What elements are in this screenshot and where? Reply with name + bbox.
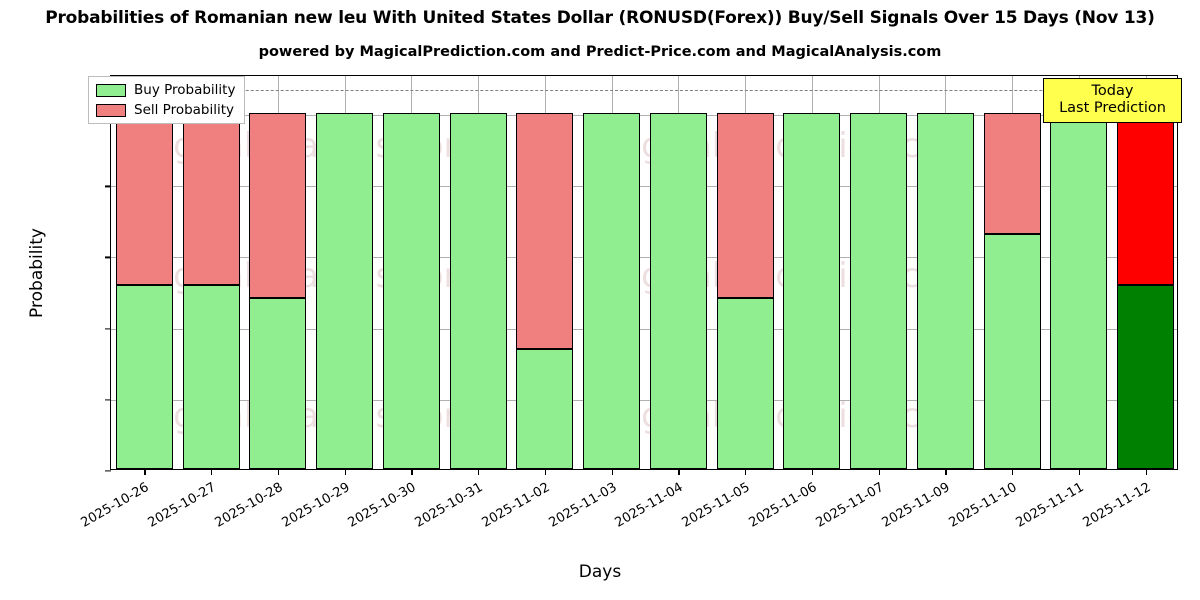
y-axis-label: Probability [27, 227, 47, 318]
bar-segment-buy [783, 113, 841, 469]
x-tick-mark [611, 469, 613, 475]
bar-segment-buy [983, 234, 1041, 469]
today-annotation: Today Last Prediction [1043, 78, 1182, 123]
legend-swatch-sell [96, 103, 126, 117]
bar-2025-11-04[interactable] [649, 74, 707, 469]
x-tick-mark [1012, 469, 1014, 475]
reference-dashed-line [111, 90, 1177, 92]
chart-subtitle: powered by MagicalPrediction.com and Pre… [258, 44, 942, 60]
bar-segment-sell [716, 113, 774, 299]
bar-segment-buy [583, 113, 641, 469]
x-tick-mark [344, 469, 346, 475]
bar-segment-buy [316, 113, 374, 469]
y-tick-mark [105, 470, 111, 472]
legend-item-buy: Buy Probability [96, 82, 235, 98]
bar-2025-11-12[interactable] [1117, 74, 1175, 469]
bar-segment-buy [182, 285, 240, 469]
gridline-horizontal [111, 186, 1177, 188]
bar-segment-buy [449, 113, 507, 469]
bar-segment-buy [249, 298, 307, 469]
bar-2025-10-31[interactable] [449, 74, 507, 469]
x-tick-mark [478, 469, 480, 475]
bar-segment-sell [516, 113, 574, 350]
bar-segment-buy [716, 298, 774, 469]
bar-segment-sell [182, 113, 240, 286]
bar-segment-sell [983, 113, 1041, 235]
bar-segment-buy [850, 113, 908, 469]
x-tick-mark [678, 469, 680, 475]
x-tick-mark [811, 469, 814, 475]
bar-segment-buy [916, 113, 974, 469]
gridline-horizontal [111, 399, 1177, 401]
bar-segment-buy [115, 285, 173, 469]
bar-2025-11-09[interactable] [916, 74, 974, 469]
x-tick-mark [1145, 469, 1147, 475]
bar-2025-11-02[interactable] [516, 74, 574, 469]
bar-2025-11-11[interactable] [1050, 74, 1108, 469]
legend-label-sell: Sell Probability [134, 102, 235, 118]
y-tick-mark [105, 256, 111, 259]
x-tick-mark [745, 469, 747, 475]
x-tick-mark [411, 469, 413, 475]
bar-2025-11-05[interactable] [716, 74, 774, 469]
legend-item-sell: Sell Probability [96, 102, 235, 118]
today-annotation-line1: Today [1091, 83, 1134, 99]
bar-2025-10-29[interactable] [316, 74, 374, 469]
chart-title: Probabilities of Romanian new leu With U… [45, 8, 1155, 28]
bar-segment-sell [1117, 113, 1175, 286]
today-annotation-line2: Last Prediction [1059, 99, 1166, 116]
chart-legend: Buy Probability Sell Probability [88, 76, 246, 124]
gridline-horizontal [111, 328, 1177, 330]
bar-2025-10-30[interactable] [382, 74, 440, 469]
bar-segment-sell [249, 113, 307, 299]
x-tick-mark [277, 469, 280, 475]
legend-swatch-buy [96, 83, 126, 97]
bar-segment-buy [1117, 285, 1175, 469]
y-tick-mark [105, 399, 111, 401]
legend-label-buy: Buy Probability [134, 82, 236, 98]
x-tick-mark [144, 469, 146, 475]
bar-segment-sell [115, 113, 173, 286]
bar-segment-buy [649, 113, 707, 469]
bar-2025-10-27[interactable] [182, 74, 240, 469]
bar-2025-10-28[interactable] [249, 74, 307, 469]
bar-series-container [111, 76, 1177, 469]
bar-2025-10-26[interactable] [115, 74, 173, 469]
y-tick-mark [105, 185, 111, 187]
gridline-horizontal [111, 115, 1177, 117]
gridline-horizontal [111, 257, 1177, 259]
x-tick-mark [544, 469, 547, 475]
x-tick-mark [945, 469, 947, 475]
bar-segment-buy [516, 349, 574, 469]
plot-area: MagicalAnalysis.comMagicalPrediction.com… [27, 75, 1178, 531]
bar-2025-11-10[interactable] [983, 74, 1041, 469]
x-tick-mark [1078, 469, 1081, 475]
bar-2025-11-03[interactable] [583, 74, 641, 469]
x-tick-mark [211, 469, 213, 475]
bar-2025-11-07[interactable] [850, 74, 908, 469]
bar-segment-buy [1050, 113, 1108, 469]
bar-2025-11-06[interactable] [783, 74, 841, 469]
x-tick-mark [878, 469, 880, 475]
y-tick-mark [105, 328, 111, 330]
x-axis-label: Days [578, 562, 622, 582]
bar-segment-buy [382, 113, 440, 469]
